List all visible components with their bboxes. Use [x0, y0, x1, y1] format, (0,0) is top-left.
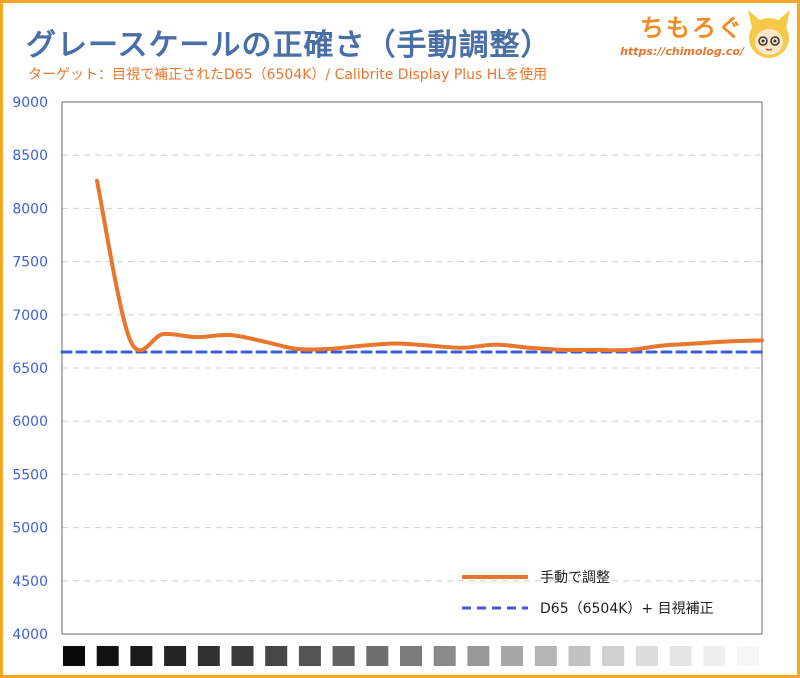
gray-swatch-5	[231, 646, 254, 666]
gray-swatch-16	[602, 646, 625, 666]
gray-swatch-10	[400, 646, 422, 666]
chart-subtitle: ターゲット：目視で補正されたD65（6504K）/ Calibrite Disp…	[28, 67, 548, 83]
gray-swatch-15	[568, 646, 591, 666]
series-lines	[60, 178, 764, 354]
y-tick-4500: 4500	[12, 574, 48, 590]
gray-swatch-20	[737, 646, 759, 666]
y-tick-9000: 9000	[12, 95, 48, 111]
y-tick-labels: 4000 4500 5000 5500 6000 6500 7000 7500 8000 8500…	[12, 95, 48, 643]
y-tick-6500: 6500	[12, 361, 48, 377]
gray-swatch-11	[433, 646, 456, 666]
gray-swatch-4	[197, 646, 220, 666]
brand-url[interactable]: https://chimolog.co/	[620, 45, 744, 58]
gray-swatch-2	[130, 646, 153, 666]
gray-swatch-19	[703, 646, 726, 666]
gray-swatch-13	[501, 646, 524, 666]
gray-swatch-8	[332, 646, 355, 666]
gray-swatch-12	[467, 646, 490, 666]
y-tick-7500: 7500	[12, 255, 48, 271]
y-tick-5500: 5500	[12, 467, 48, 483]
gray-swatch-3	[164, 646, 187, 666]
chart-title: グレースケールの正確さ（手動調整）	[26, 28, 552, 63]
gray-swatch-17	[635, 646, 658, 666]
gray-swatches	[63, 646, 759, 666]
gray-swatch-7	[298, 646, 321, 666]
brand-name: ちもろぐ	[640, 14, 744, 42]
y-tick-5000: 5000	[12, 521, 48, 537]
series-line-0	[95, 178, 764, 353]
gray-swatch-14	[534, 646, 557, 666]
gray-swatch-9	[366, 646, 389, 666]
y-tick-8000: 8000	[12, 201, 48, 217]
legend: 手動で調整 D65（6504K）+ 目視補正	[462, 570, 714, 617]
gray-swatch-6	[265, 646, 288, 666]
plot-area	[61, 101, 763, 635]
y-tick-4000: 4000	[12, 627, 48, 643]
legend-label-1: D65（6504K）+ 目視補正	[540, 601, 714, 617]
legend-label-0: 手動で調整	[540, 570, 610, 586]
gray-swatch-0	[63, 646, 85, 666]
y-tick-7000: 7000	[12, 308, 48, 324]
brand-logo[interactable]: ちもろぐ https://chimolog.co/	[594, 8, 744, 58]
gray-swatch-18	[669, 646, 692, 666]
gray-swatch-1	[96, 646, 119, 666]
y-tick-6000: 6000	[12, 414, 48, 430]
mascot-icon	[748, 10, 790, 58]
y-tick-8500: 8500	[12, 148, 48, 164]
grid-lines	[61, 101, 763, 635]
